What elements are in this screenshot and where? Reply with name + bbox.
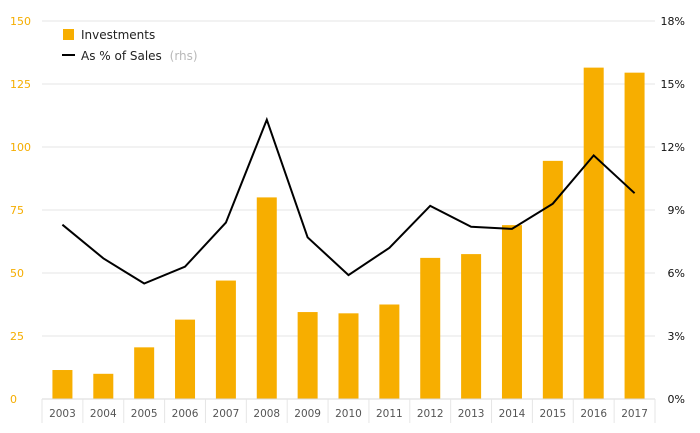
x-tick-label: 2007 <box>213 408 240 420</box>
left-tick-label: 0 <box>10 393 17 406</box>
x-tick-label: 2013 <box>458 408 485 420</box>
legend-series-note: (rhs) <box>170 49 198 63</box>
x-tick-label: 2008 <box>253 408 280 420</box>
bar <box>542 160 563 399</box>
x-tick-label: 2010 <box>335 408 362 420</box>
right-tick-label: 9% <box>668 204 685 217</box>
x-tick-label: 2015 <box>539 408 566 420</box>
bar <box>52 370 73 399</box>
bar <box>420 257 441 399</box>
x-tick-label: 2004 <box>90 408 117 420</box>
x-tick-label: 2006 <box>172 408 199 420</box>
gridlines <box>42 20 655 337</box>
right-tick-label: 18% <box>661 15 685 28</box>
left-tick-label: 50 <box>10 267 24 280</box>
right-tick-label: 15% <box>661 78 685 91</box>
legend-series-name: As % of Sales <box>81 49 162 63</box>
bar <box>624 72 645 399</box>
bar-series <box>52 67 645 400</box>
legend-label-sales-ratio: As % of Sales (rhs) <box>81 49 198 63</box>
legend-label-investments: Investments <box>81 28 155 42</box>
left-tick-label: 150 <box>10 15 31 28</box>
bar <box>215 280 236 399</box>
left-tick-label: 125 <box>10 78 31 91</box>
bar <box>175 319 196 399</box>
legend: Investments As % of Sales (rhs) <box>62 28 198 63</box>
legend-swatch-investments <box>63 29 74 40</box>
bar <box>379 304 400 399</box>
line-series <box>61 116 636 285</box>
x-axis: 2003 2004 2005 2006 2007 2008 2009 2010 2011 2012… <box>41 398 656 423</box>
left-tick-label: 100 <box>10 141 31 154</box>
bar <box>256 197 277 399</box>
x-tick-label: 2016 <box>580 408 607 420</box>
bar <box>93 373 114 399</box>
bar <box>134 347 155 399</box>
x-tick-label: 2011 <box>376 408 403 420</box>
bar <box>461 254 482 399</box>
x-tick-label: 2017 <box>621 408 648 420</box>
right-tick-label: 3% <box>668 330 685 343</box>
right-tick-label: 12% <box>661 141 685 154</box>
right-tick-label: 6% <box>668 267 685 280</box>
x-tick-label: 2014 <box>499 408 526 420</box>
x-tick-label: 2012 <box>417 408 444 420</box>
x-tick-label: 2009 <box>294 408 321 420</box>
left-axis: 0 25 50 75 100 125 150 <box>10 15 31 406</box>
bar <box>583 67 604 400</box>
left-tick-label: 75 <box>10 204 24 217</box>
x-tick-label: 2005 <box>131 408 158 420</box>
right-axis: 0% 3% 6% 9% 12% 15% 18% <box>661 15 685 406</box>
bar <box>338 313 359 399</box>
bar <box>501 225 522 399</box>
x-tick-label: 2003 <box>49 408 76 420</box>
bar <box>297 312 318 399</box>
left-tick-label: 25 <box>10 330 24 343</box>
right-tick-label: 0% <box>668 393 685 406</box>
